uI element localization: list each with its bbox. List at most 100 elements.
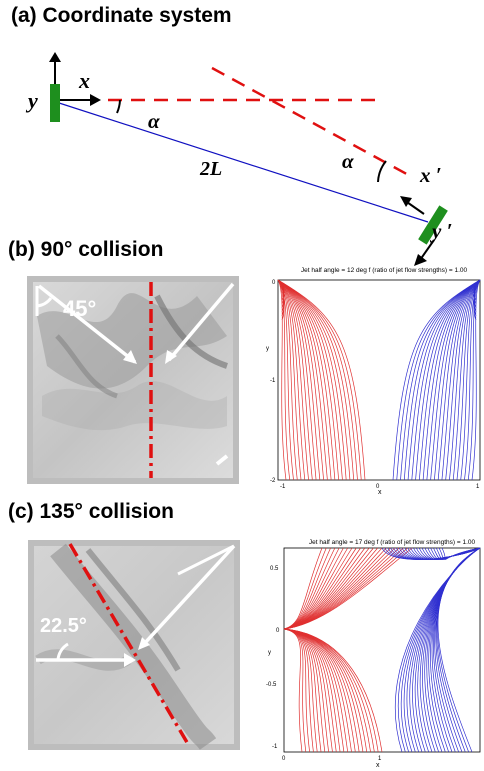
plot-title: Jet half angle = 12 deg f (ratio of jet … [301, 267, 468, 274]
streamline-plot-90: Jet half angle = 12 deg f (ratio of jet … [266, 267, 481, 488]
streamline-right [430, 279, 481, 481]
streamline-left [277, 279, 336, 481]
y-arrow-head [49, 52, 61, 62]
photo-angle-22-5: 22.5° [40, 615, 87, 637]
y-axis-label: y [25, 88, 38, 113]
x-prime-arrow-head [400, 196, 412, 207]
streamline-right-loop [473, 279, 481, 321]
plot-title: Jet half angle = 17 deg f (ratio of jet … [309, 539, 476, 546]
streamline-left [283, 628, 330, 753]
streamline-right [436, 547, 481, 753]
streamline-left [283, 628, 345, 753]
y-axis-label: y [268, 650, 271, 656]
ytick: -1 [270, 378, 276, 384]
streamline-left [283, 628, 314, 753]
streamline-left [277, 279, 287, 481]
streamline-right [426, 279, 481, 481]
streamline-right [422, 279, 481, 481]
photo-90-collision: 45° [27, 276, 239, 484]
streamline-right [445, 279, 481, 481]
coordinate-diagram: y x α 2L α x ′ y ′ [25, 52, 452, 266]
panel-a-heading: (a) Coordinate system [11, 4, 232, 27]
streamline-right [407, 279, 481, 481]
streamline-right [411, 279, 481, 481]
streamline-left [277, 279, 306, 481]
streamline-right [452, 279, 481, 481]
streamline-right [471, 279, 481, 481]
x-arrow-head [90, 94, 101, 106]
streamline-right [415, 279, 481, 481]
photo-135-collision: 22.5° [28, 540, 240, 750]
panel-c-heading: (c) 135° collision [8, 500, 174, 523]
streamline-right [434, 279, 481, 481]
streamline-left [283, 628, 310, 753]
streamline-left [277, 279, 347, 481]
streamline-left [277, 279, 328, 481]
alpha-left-label: α [148, 109, 160, 133]
streamline-left [283, 628, 371, 753]
streamline-left [283, 628, 383, 753]
streamline-right [441, 279, 481, 481]
ytick: 0 [276, 628, 280, 634]
xtick: 1 [378, 756, 382, 762]
baseline-2l [55, 101, 429, 223]
x-prime-label: x ′ [419, 163, 442, 187]
xtick: 0 [282, 756, 286, 762]
streamline-left [283, 628, 333, 753]
y-prime-label: y ′ [429, 219, 452, 243]
streamline-left [277, 279, 317, 481]
streamline-left [283, 628, 341, 753]
streamline-left [277, 279, 351, 481]
streamline-left-upper [283, 547, 400, 630]
plot-b-xlabel: x [378, 489, 382, 496]
dashed-reference-right [211, 66, 415, 180]
streamline-left [283, 628, 303, 753]
streamline-left-loop [277, 279, 285, 321]
streamline-plot-135: Jet half angle = 17 deg f (ratio of jet … [266, 539, 481, 762]
streamline-left [277, 279, 340, 481]
length-label: 2L [199, 158, 222, 180]
streamline-right [392, 279, 481, 481]
streamline-right [437, 547, 481, 753]
xtick: 0 [376, 484, 380, 488]
right-emitter [418, 205, 448, 245]
streamline-right [437, 279, 481, 481]
streamline-left [277, 279, 366, 481]
streamline-right [437, 547, 481, 753]
left-emitter [50, 84, 60, 122]
streamline-left [277, 279, 291, 481]
streamline-left [277, 279, 332, 481]
streamline-left [277, 279, 324, 481]
alpha-arc-right [377, 160, 387, 183]
y-axis-label: y [266, 346, 269, 352]
streamline-left [277, 279, 343, 481]
ytick: 0 [272, 280, 276, 286]
streamline-left [277, 279, 321, 481]
streamline-left [283, 628, 307, 753]
streamline-left [283, 628, 337, 753]
streamline-right [467, 279, 481, 481]
ytick: -0.5 [266, 682, 277, 688]
panel-b-heading: (b) 90° collision [8, 238, 164, 261]
streamlines [283, 547, 481, 753]
ytick: -1 [272, 744, 278, 750]
plot-c-xlabel: x [376, 762, 380, 769]
xtick: 1 [476, 484, 480, 488]
streamline-left [277, 279, 313, 481]
streamlines [277, 279, 481, 481]
streamline-right [400, 547, 481, 753]
streamline-left-upper [283, 547, 413, 630]
ytick: 0.5 [270, 566, 279, 572]
photo-angle-45: 45° [63, 296, 96, 321]
streamline-right [418, 279, 481, 481]
y-prime-arrow-head [414, 254, 427, 266]
ytick: -2 [270, 478, 276, 484]
xtick: -1 [280, 484, 286, 488]
x-axis-label: x [78, 68, 90, 93]
alpha-right-label: α [342, 149, 354, 173]
streamline-right-upper [441, 547, 481, 560]
alpha-arc-left [116, 99, 121, 114]
streamline-left [277, 279, 309, 481]
streamline-left [283, 628, 375, 753]
streamline-right [449, 279, 481, 481]
